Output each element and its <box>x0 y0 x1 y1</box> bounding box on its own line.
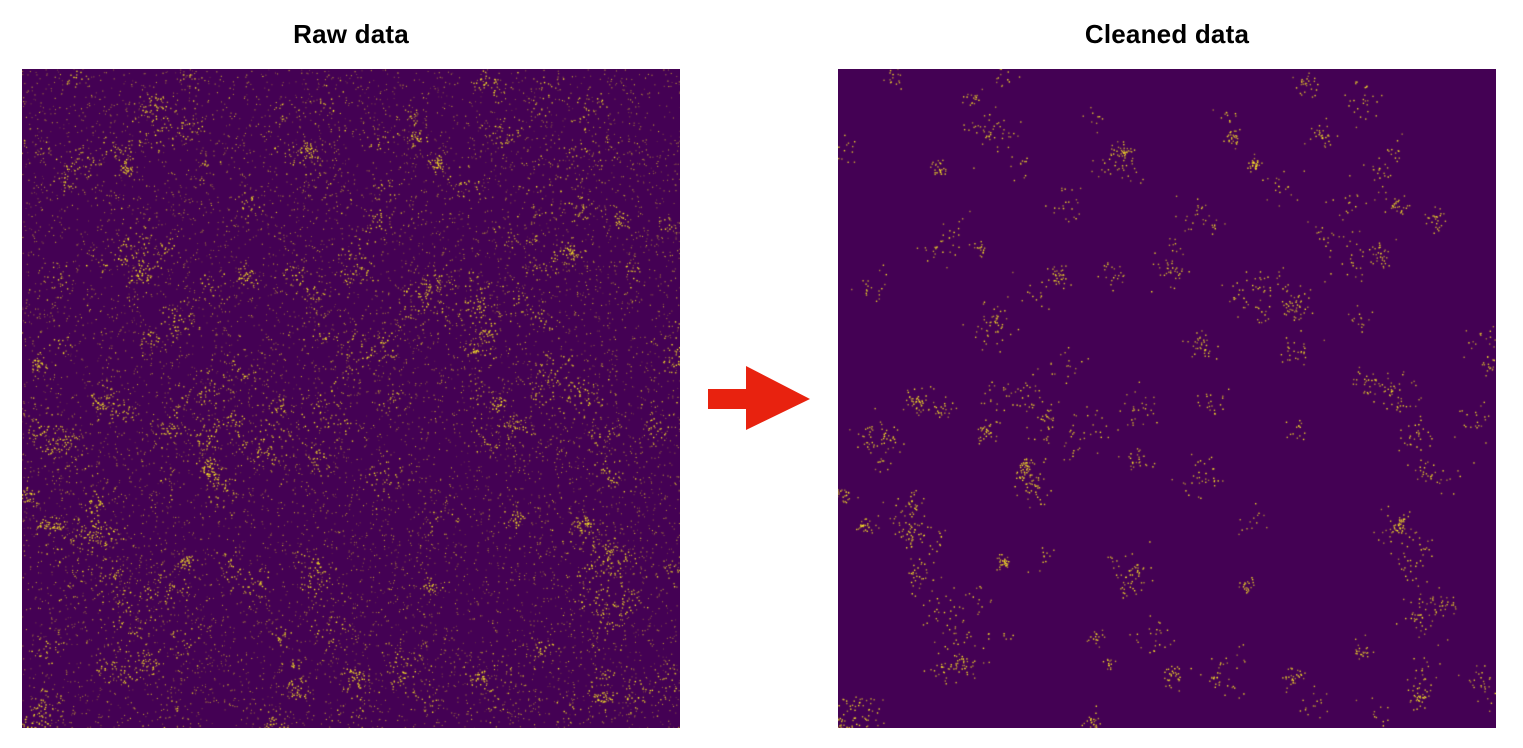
raw-data-image <box>22 69 680 728</box>
cleaned-data-image <box>838 69 1496 728</box>
raw-data-scatter <box>22 69 680 728</box>
cleaned-data-title: Cleaned data <box>1084 19 1250 49</box>
right-arrow-icon <box>708 366 810 430</box>
raw-data-title: Raw data <box>293 19 409 49</box>
cleaned-data-scatter <box>838 69 1496 728</box>
